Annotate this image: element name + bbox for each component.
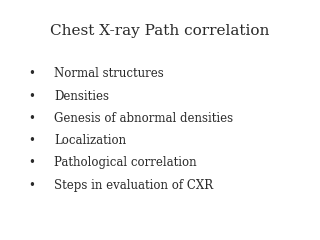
Text: •: • [28, 90, 36, 102]
Text: Chest X-ray Path correlation: Chest X-ray Path correlation [50, 24, 270, 38]
Text: Densities: Densities [54, 90, 109, 102]
Text: •: • [28, 67, 36, 80]
Text: Genesis of abnormal densities: Genesis of abnormal densities [54, 112, 234, 125]
Text: Steps in evaluation of CXR: Steps in evaluation of CXR [54, 179, 213, 192]
Text: •: • [28, 112, 36, 125]
Text: Normal structures: Normal structures [54, 67, 164, 80]
Text: Pathological correlation: Pathological correlation [54, 156, 197, 169]
Text: •: • [28, 156, 36, 169]
Text: •: • [28, 134, 36, 147]
Text: Localization: Localization [54, 134, 126, 147]
Text: •: • [28, 179, 36, 192]
